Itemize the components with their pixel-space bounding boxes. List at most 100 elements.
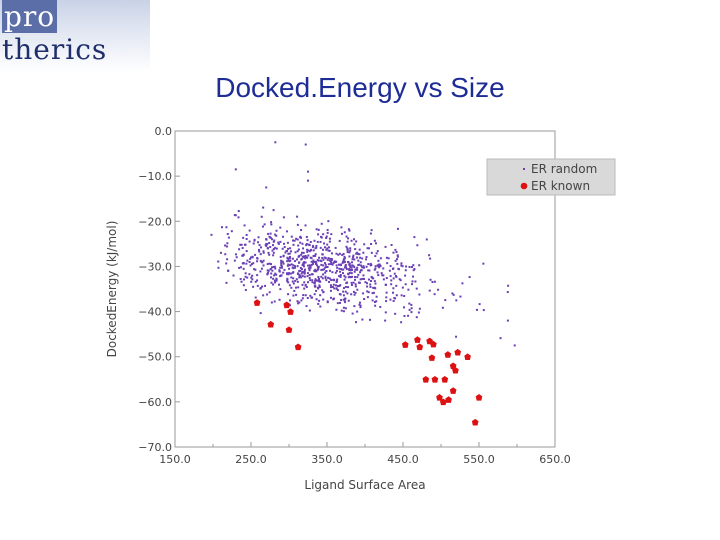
er-random-point bbox=[267, 251, 270, 254]
er-random-point bbox=[369, 318, 372, 321]
er-random-point bbox=[330, 233, 333, 236]
er-random-point bbox=[290, 286, 293, 289]
er-random-point bbox=[242, 267, 245, 270]
er-random-point bbox=[217, 266, 220, 269]
er-random-point bbox=[313, 282, 316, 285]
er-random-point bbox=[226, 232, 229, 235]
er-random-point bbox=[392, 251, 395, 254]
legend: ER random ER known bbox=[486, 158, 616, 196]
er-random-point bbox=[305, 243, 308, 246]
er-random-point bbox=[293, 260, 296, 263]
er-random-point bbox=[331, 271, 334, 274]
er-random-point bbox=[268, 241, 271, 244]
er-random-point bbox=[320, 222, 323, 225]
er-random-point bbox=[338, 301, 341, 304]
er-random-point bbox=[292, 294, 295, 297]
er-random-point bbox=[260, 246, 263, 249]
er-random-point bbox=[298, 261, 301, 264]
er-random-point bbox=[293, 239, 296, 242]
er-random-point bbox=[405, 265, 408, 268]
er-random-point bbox=[303, 287, 306, 290]
er-random-point bbox=[350, 261, 353, 264]
er-random-point bbox=[262, 294, 265, 297]
er-random-point bbox=[366, 296, 369, 299]
er-random-point bbox=[350, 266, 353, 269]
er-random-point bbox=[388, 269, 391, 272]
er-random-point bbox=[348, 255, 351, 258]
er-random-point bbox=[306, 275, 309, 278]
er-random-point bbox=[353, 238, 356, 241]
er-random-point bbox=[300, 299, 303, 302]
er-random-point bbox=[341, 253, 344, 256]
er-random-point bbox=[342, 306, 345, 309]
er-random-point bbox=[261, 285, 264, 288]
er-random-point bbox=[262, 259, 265, 262]
er-random-point bbox=[310, 263, 313, 266]
er-random-point bbox=[303, 272, 306, 275]
er-random-point bbox=[314, 279, 317, 282]
er-random-point bbox=[310, 273, 313, 276]
er-random-point bbox=[273, 279, 276, 282]
er-random-point bbox=[288, 284, 291, 287]
er-random-point bbox=[306, 250, 309, 253]
er-random-point bbox=[242, 284, 245, 287]
er-random-point bbox=[348, 269, 351, 272]
er-random-point bbox=[353, 266, 356, 269]
er-random-point bbox=[312, 244, 315, 247]
er-random-point bbox=[403, 294, 406, 297]
er-random-point bbox=[363, 243, 366, 246]
er-random-point bbox=[367, 291, 370, 294]
er-random-point bbox=[256, 257, 259, 260]
er-random-point bbox=[306, 297, 309, 300]
er-random-point bbox=[301, 268, 304, 271]
er-random-point bbox=[286, 264, 289, 267]
er-random-point bbox=[384, 311, 387, 314]
er-random-point bbox=[307, 267, 310, 270]
er-random-point bbox=[296, 265, 299, 268]
er-known-point bbox=[267, 320, 275, 328]
er-random-point bbox=[250, 276, 253, 279]
er-random-point bbox=[390, 283, 393, 286]
er-random-point bbox=[307, 170, 309, 173]
er-random-point bbox=[256, 279, 259, 282]
er-random-point bbox=[342, 260, 345, 263]
er-random-point bbox=[220, 226, 223, 229]
er-random-point bbox=[274, 233, 277, 236]
er-random-point bbox=[275, 279, 278, 282]
er-random-point bbox=[392, 277, 395, 280]
er-random-point bbox=[328, 246, 331, 249]
legend-marker-er-known bbox=[520, 182, 528, 190]
er-random-point bbox=[344, 285, 347, 288]
er-random-point bbox=[342, 290, 345, 293]
er-random-point bbox=[343, 260, 346, 263]
er-random-point bbox=[374, 255, 377, 258]
er-random-point bbox=[349, 264, 352, 267]
er-random-point bbox=[280, 262, 283, 265]
er-random-point bbox=[304, 143, 307, 146]
er-known-point bbox=[449, 362, 457, 370]
er-random-point bbox=[269, 245, 272, 248]
er-random-point bbox=[277, 241, 280, 244]
er-random-point bbox=[321, 268, 324, 271]
er-random-point bbox=[309, 266, 312, 269]
er-random-point bbox=[338, 267, 341, 270]
er-random-point bbox=[297, 244, 300, 247]
er-random-point bbox=[401, 286, 404, 289]
er-random-point bbox=[356, 256, 359, 259]
er-random-point bbox=[354, 248, 357, 251]
er-random-point bbox=[274, 272, 277, 275]
er-random-point bbox=[307, 264, 310, 267]
er-random-point bbox=[459, 295, 462, 298]
er-random-point bbox=[370, 280, 373, 283]
er-random-point bbox=[289, 256, 292, 259]
er-random-point bbox=[319, 305, 322, 308]
er-random-point bbox=[335, 269, 338, 272]
er-random-point bbox=[317, 275, 320, 278]
er-random-point bbox=[303, 270, 306, 273]
er-random-point bbox=[311, 296, 314, 299]
er-random-point bbox=[326, 243, 329, 246]
er-random-point bbox=[314, 247, 317, 250]
er-random-point bbox=[365, 265, 368, 268]
er-random-point bbox=[371, 299, 374, 302]
er-random-point bbox=[327, 220, 330, 223]
